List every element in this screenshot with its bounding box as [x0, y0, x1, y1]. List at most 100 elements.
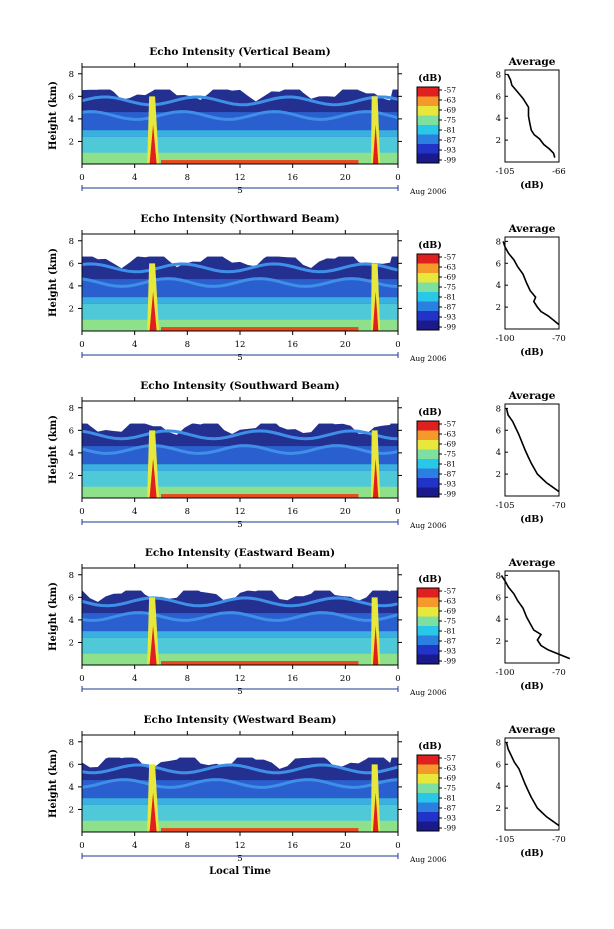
colorbar-tick-label: -81: [444, 794, 456, 803]
colorbar-unit: (dB): [418, 240, 442, 251]
colorbar-unit: (dB): [418, 407, 442, 418]
colorbar-tick-label: -57: [444, 86, 456, 95]
heatmap-layer-mid: [82, 112, 398, 131]
y-tick-label: 8: [69, 70, 74, 80]
x-tick-label: 8: [185, 173, 190, 183]
panel-2: Echo Intensity (Southward Beam) 2 4 6 8 Heigh…: [48, 380, 566, 530]
profile-title: Average: [508, 557, 556, 569]
panel-4: Echo Intensity (Westward Beam) 2 4 6 8 Height…: [48, 714, 566, 877]
profile-x-tick-label: -105: [495, 501, 514, 511]
x-tick-label: 8: [185, 674, 190, 684]
x-tick-label: 4: [132, 507, 137, 517]
panel-0: Echo Intensity (Vertical Beam) 2 4 6 8 Height…: [48, 46, 566, 196]
profile-x-tick-label: -100: [495, 334, 514, 344]
colorbar-segment: [417, 263, 439, 274]
colorbar-tick-label: -63: [444, 430, 456, 439]
heatmap-plume-core: [372, 792, 379, 832]
colorbar-segment: [417, 802, 439, 813]
profile-y-tick-label: 2: [496, 303, 501, 313]
x-tick-label: 20: [340, 340, 351, 350]
profile-line: [507, 74, 556, 158]
profile-y-tick-label: 4: [496, 281, 501, 291]
colorbar-unit: (dB): [418, 741, 442, 752]
x-tick-label: 12: [235, 340, 246, 350]
heatmap-plume-core: [149, 124, 157, 164]
x-tick-label: 12: [235, 173, 246, 183]
colorbar-segment: [417, 311, 439, 321]
y-axis-label: Height (km): [48, 81, 59, 150]
heatmap-no-echo-region: [82, 735, 398, 769]
colorbar-segment: [417, 654, 439, 665]
colorbar-segment: [417, 821, 439, 832]
colorbar-segment: [417, 783, 439, 794]
colorbar-tick-label: -93: [444, 814, 456, 823]
y-tick-label: 6: [69, 760, 74, 770]
y-tick-label: 8: [69, 404, 74, 414]
panel-title: Echo Intensity (Vertical Beam): [149, 46, 330, 58]
profile-frame: [504, 570, 560, 664]
colorbar-segment: [417, 440, 439, 450]
colorbar-segment: [417, 153, 439, 164]
heatmap-plume-core: [149, 625, 157, 665]
x-tick-label: 20: [340, 507, 351, 517]
date-label: Aug 2006: [409, 187, 447, 196]
colorbar-tick-label: -57: [444, 587, 456, 596]
heatmap-layer-bright: [82, 631, 398, 638]
x-tick-label: 4: [132, 674, 137, 684]
profile-x-tick-label: -66: [552, 167, 566, 177]
colorbar-segment: [417, 87, 439, 97]
colorbar-segment: [417, 301, 439, 312]
x-tick-label: 20: [340, 173, 351, 183]
day-label: 5: [237, 854, 242, 864]
date-label: Aug 2006: [409, 688, 447, 697]
colorbar-tick-label: -69: [444, 607, 456, 616]
x-tick-label: 4: [132, 173, 137, 183]
colorbar-segment: [417, 635, 439, 646]
profile-x-tick-label: -100: [495, 668, 514, 678]
heatmap: [81, 401, 399, 498]
colorbar-tick-label: -87: [444, 136, 456, 145]
heatmap-surface-band: [161, 661, 359, 665]
x-tick-label: 20: [340, 674, 351, 684]
profile-y-tick-label: 2: [496, 136, 501, 146]
y-axis-label: Height (km): [48, 749, 59, 818]
colorbar-tick-label: -69: [444, 106, 456, 115]
y-tick-label: 6: [69, 426, 74, 436]
x-tick-label: 8: [185, 841, 190, 851]
x-tick-label: 20: [340, 841, 351, 851]
profile-y-tick-label: 8: [496, 738, 501, 748]
profile-y-tick-label: 8: [496, 70, 501, 80]
x-tick-label: 12: [235, 507, 246, 517]
heatmap-echo-layer: [81, 763, 399, 775]
profile-y-tick-label: 2: [496, 804, 501, 814]
x-tick-label: 4: [132, 841, 137, 851]
colorbar-segment: [417, 645, 439, 655]
heatmap-layer-bright: [82, 798, 398, 805]
colorbar-tick-label: -93: [444, 480, 456, 489]
y-tick-label: 2: [69, 137, 74, 147]
profile-frame: [504, 236, 560, 330]
y-tick-label: 2: [69, 471, 74, 481]
heatmap-plume-core: [149, 291, 157, 331]
profile-line: [505, 408, 560, 493]
heatmap-layer-bright: [82, 130, 398, 137]
panel-3: Echo Intensity (Eastward Beam) 2 4 6 8 Height…: [48, 547, 571, 697]
y-tick-label: 2: [69, 805, 74, 815]
heatmap-plume-core: [372, 291, 379, 331]
colorbar-tick-label: -93: [444, 313, 456, 322]
heatmap-surface-band: [161, 327, 359, 331]
y-tick-label: 8: [69, 571, 74, 581]
colorbar-tick-label: -63: [444, 597, 456, 606]
profile-x-label: (dB): [520, 681, 544, 692]
day-label: 5: [237, 353, 242, 363]
profile-x-label: (dB): [520, 514, 544, 525]
date-label: Aug 2006: [409, 521, 447, 530]
x-tick-label: 16: [287, 173, 298, 183]
colorbar-tick-label: -57: [444, 754, 456, 763]
colorbar-segment: [417, 588, 439, 598]
y-tick-label: 8: [69, 237, 74, 247]
x-tick-label: 0: [395, 507, 400, 517]
x-tick-label: 12: [235, 674, 246, 684]
heatmap: [81, 568, 399, 665]
day-label: 5: [237, 687, 242, 697]
